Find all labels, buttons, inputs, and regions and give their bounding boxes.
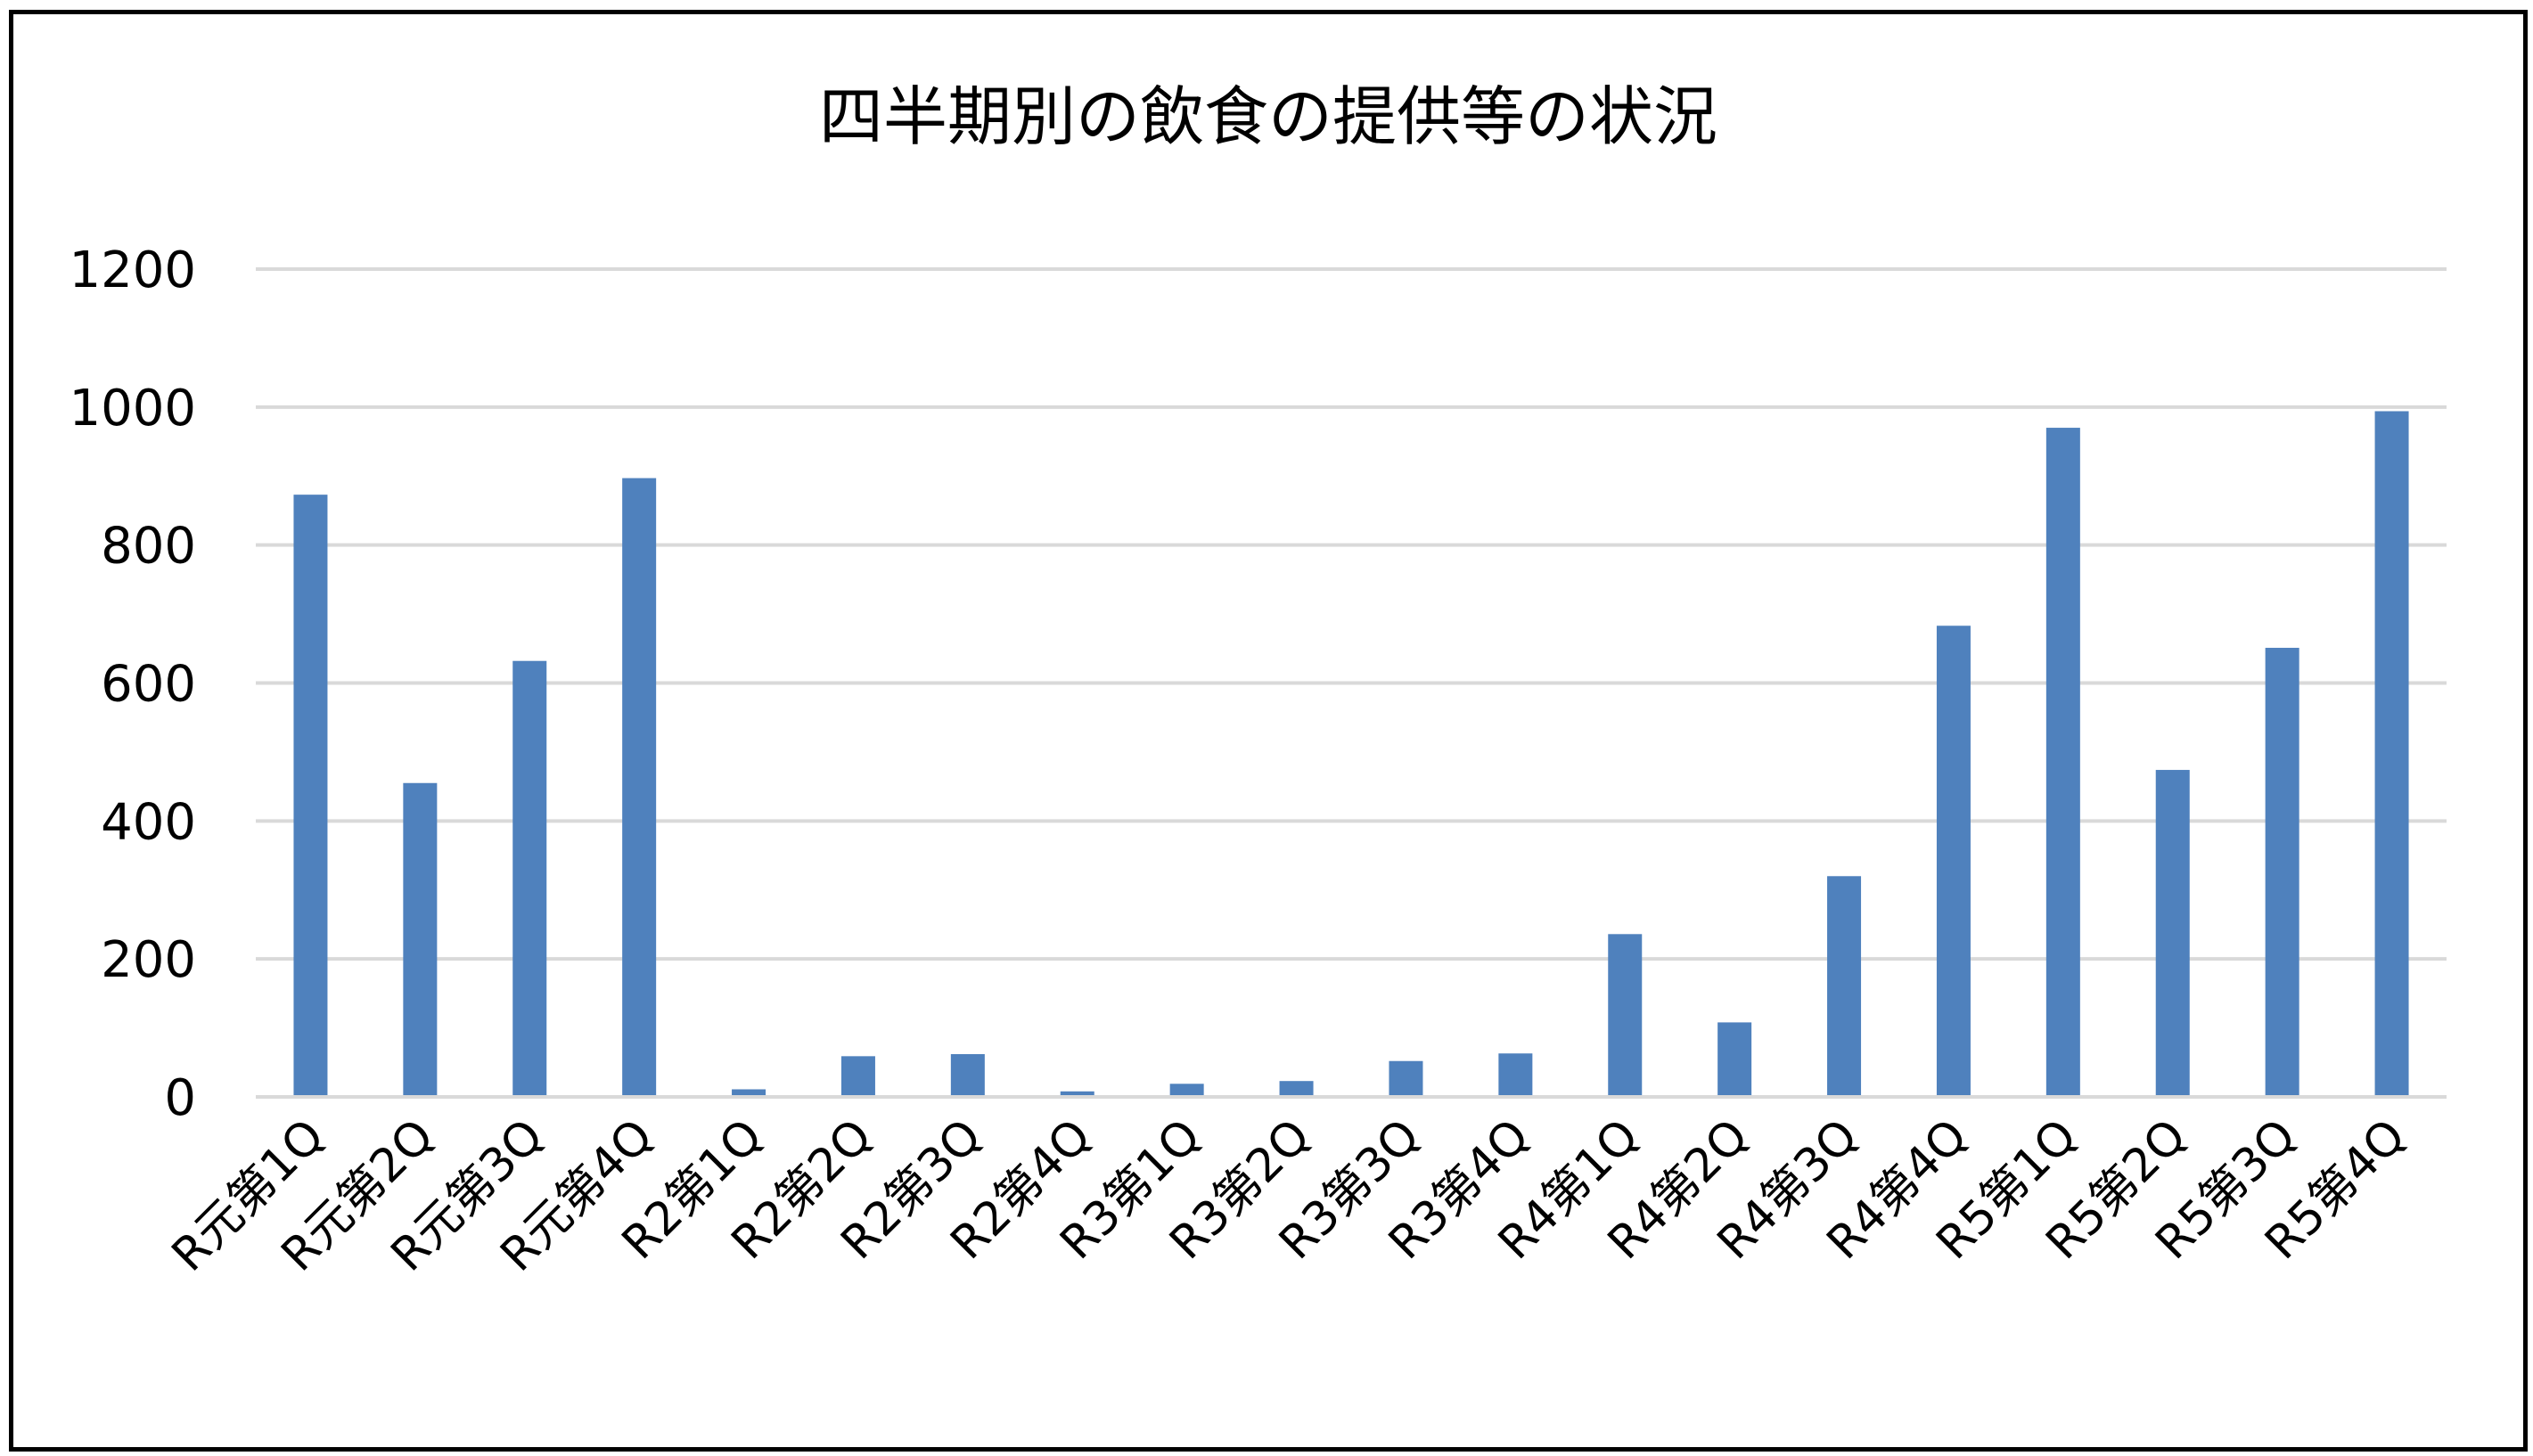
y-tick-label: 0: [164, 1069, 196, 1127]
y-tick-label: 1200: [69, 241, 196, 299]
y-tick-label: 800: [101, 518, 196, 576]
bar-15: [1936, 626, 1971, 1097]
bar-9: [1279, 1081, 1314, 1097]
bar-8: [1169, 1084, 1204, 1097]
x-axis-labels: R元第1QR元第2QR元第3QR元第4QR2第1QR2第2QR2第3QR2第4Q…: [162, 1109, 2416, 1282]
bar-17: [2155, 770, 2190, 1097]
bar-10: [1389, 1060, 1423, 1097]
y-tick-label: 200: [101, 931, 196, 989]
bar-16: [2045, 428, 2080, 1097]
y-tick-label: 1000: [69, 380, 196, 438]
bar-0: [293, 495, 328, 1097]
bar-6: [950, 1054, 985, 1097]
bar-1: [403, 782, 438, 1097]
bar-3: [622, 478, 657, 1097]
chart-frame: 四半期別の飲食の提供等の状況 0 200 400 600 800 1000 1200 R元第…: [9, 10, 2528, 1452]
bar-11: [1498, 1053, 1533, 1097]
y-tick-label: 600: [101, 656, 196, 714]
bar-12: [1608, 934, 1643, 1097]
bar-14: [1827, 876, 1862, 1097]
chart-title: 四半期別の飲食の提供等の状況: [819, 79, 1717, 154]
gridlines: [256, 267, 2447, 1099]
y-axis-ticks: 0 200 400 600 800 1000 1200: [69, 241, 196, 1127]
bar-2: [512, 660, 547, 1097]
bar-19: [2374, 411, 2409, 1097]
bar-7: [1060, 1091, 1094, 1097]
y-tick-label: 400: [101, 793, 196, 851]
bar-4: [732, 1089, 766, 1097]
bar-18: [2265, 648, 2299, 1097]
bars: [256, 411, 2447, 1099]
bar-13: [1717, 1022, 1752, 1097]
bar-5: [840, 1056, 875, 1097]
bar-chart: 四半期別の飲食の提供等の状況 0 200 400 600 800 1000 1200 R元第…: [69, 79, 2447, 1282]
